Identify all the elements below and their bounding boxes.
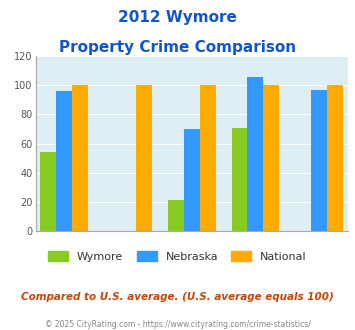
Bar [263,85,279,231]
Text: 2012 Wymore: 2012 Wymore [118,10,237,25]
Bar [136,85,152,231]
Bar [72,85,88,231]
Text: Compared to U.S. average. (U.S. average equals 100): Compared to U.S. average. (U.S. average … [21,292,334,302]
Bar [184,129,200,231]
Legend: Wymore, Nebraska, National: Wymore, Nebraska, National [44,247,311,267]
Text: © 2025 CityRating.com - https://www.cityrating.com/crime-statistics/: © 2025 CityRating.com - https://www.city… [45,320,310,329]
Bar [247,77,263,231]
Bar [311,90,327,231]
Bar [231,127,247,231]
Bar [200,85,215,231]
Bar [327,85,343,231]
Bar [40,152,56,231]
Bar [168,200,184,231]
Text: Property Crime Comparison: Property Crime Comparison [59,40,296,54]
Bar [56,91,72,231]
